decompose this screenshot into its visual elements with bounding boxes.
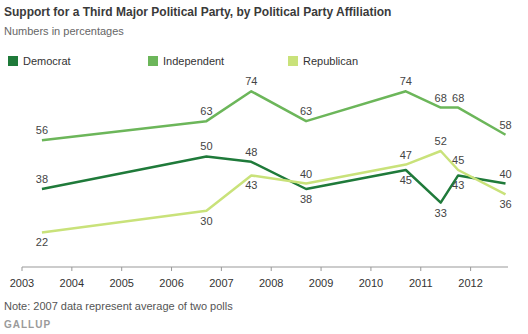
legend-label: Democrat <box>23 55 71 67</box>
data-label: 63 <box>200 105 212 117</box>
logo: GALLUP <box>4 319 51 330</box>
x-tick-label: 2012 <box>458 277 482 289</box>
data-label: 43 <box>452 179 464 191</box>
data-label: 56 <box>36 124 48 136</box>
x-tick-label: 2009 <box>309 277 333 289</box>
x-tick-label: 2005 <box>109 277 133 289</box>
chart: Support for a Third Major Political Part… <box>0 0 528 334</box>
x-tick <box>370 267 371 271</box>
x-tick <box>321 267 322 271</box>
x-tick-label: 2011 <box>409 277 433 289</box>
legend-label: Independent <box>163 55 224 67</box>
data-label: 40 <box>300 168 312 180</box>
data-label: 47 <box>400 149 412 161</box>
data-label: 30 <box>200 215 212 227</box>
legend-swatch <box>288 56 298 66</box>
data-label: 58 <box>499 119 511 131</box>
x-tick <box>71 267 72 271</box>
data-label: 63 <box>300 105 312 117</box>
data-label: 68 <box>452 92 464 104</box>
x-tick <box>420 267 421 271</box>
data-label: 36 <box>499 198 511 210</box>
x-tick <box>221 267 222 271</box>
legend-swatch <box>148 56 158 66</box>
x-tick-label: 2003 <box>10 277 34 289</box>
series-line <box>42 151 506 232</box>
data-label: 38 <box>300 193 312 205</box>
data-label: 38 <box>36 173 48 185</box>
x-tick-label: 2008 <box>259 277 283 289</box>
legend: Democrat Independent Republican <box>8 55 358 67</box>
data-label: 48 <box>245 146 257 158</box>
data-labels: 38 50 48 38 45 33 43 40 56 63 74 63 74 68 68 58 22 30 43 40… <box>36 75 512 248</box>
data-label: 22 <box>36 236 48 248</box>
legend-label: Republican <box>303 55 358 67</box>
x-tick <box>22 267 23 271</box>
x-tick <box>271 267 272 271</box>
legend-swatch <box>8 56 18 66</box>
data-label: 68 <box>435 92 447 104</box>
x-axis <box>22 267 508 268</box>
title: Support for a Third Major Political Part… <box>4 5 391 19</box>
data-label: 74 <box>245 75 257 87</box>
data-label: 74 <box>400 75 412 87</box>
x-tick-label: 2004 <box>60 277 84 289</box>
x-tick-label: 2007 <box>209 277 233 289</box>
data-label: 33 <box>435 207 447 219</box>
x-tick <box>470 267 471 271</box>
x-tick <box>121 267 122 271</box>
subtitle: Numbers in percentages <box>4 25 124 37</box>
series-line <box>42 91 506 140</box>
data-label: 40 <box>499 168 511 180</box>
data-label: 52 <box>435 135 447 147</box>
data-label: 45 <box>400 174 412 186</box>
x-tick-label: 2006 <box>159 277 183 289</box>
x-tick <box>171 267 172 271</box>
plot-area <box>42 91 506 232</box>
data-label: 43 <box>245 179 257 191</box>
note: Note: 2007 data represent average of two… <box>4 300 233 312</box>
data-label: 50 <box>200 140 212 152</box>
data-label: 45 <box>452 154 464 166</box>
x-tick-label: 2010 <box>359 277 383 289</box>
